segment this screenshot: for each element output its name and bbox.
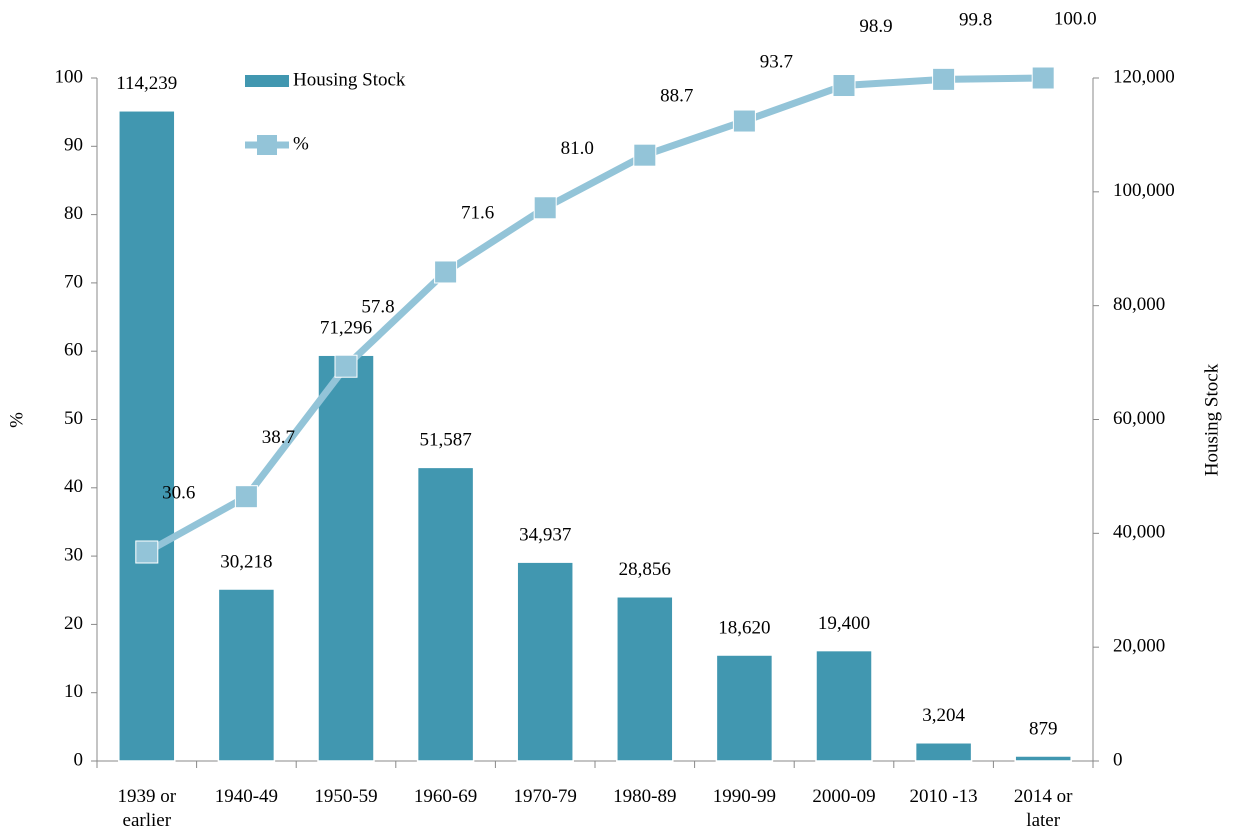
legend-label: Housing Stock	[293, 69, 406, 90]
bar-label: 51,587	[419, 430, 471, 451]
legend-swatch	[257, 135, 277, 155]
y2-tick-label: 20,000	[1113, 636, 1165, 657]
y2-tick-label: 120,000	[1113, 66, 1175, 87]
line-label: 99.8	[959, 10, 992, 31]
x-tick-label: 1990-99	[712, 786, 777, 807]
y-tick-label: 100	[55, 66, 84, 87]
x-tick-label: 1980-89	[613, 786, 677, 807]
x-tick-label: 1960-69	[413, 786, 478, 807]
y2-tick-label: 100,000	[1113, 180, 1175, 201]
line-label: 100.0	[1054, 8, 1097, 29]
line-marker	[234, 485, 258, 509]
x-tick-label: 2000-09	[812, 786, 876, 807]
line-label: 88.7	[660, 86, 693, 107]
legend-swatch	[245, 75, 289, 87]
line-label: 71.6	[461, 202, 494, 223]
bar-label: 18,620	[718, 617, 770, 638]
bar-label: 28,856	[619, 559, 671, 580]
bar	[914, 742, 973, 762]
line-marker	[434, 260, 458, 284]
bar-label: 30,218	[220, 551, 272, 572]
x-tick-label: 1940-49	[214, 786, 279, 807]
y-tick-label: 70	[64, 271, 83, 292]
bar	[715, 654, 774, 762]
y2-axis-title: Housing Stock	[1201, 363, 1222, 476]
bar	[217, 588, 276, 762]
x-tick-label: 1950-59	[314, 786, 378, 807]
y-tick-label: 50	[64, 408, 83, 429]
bar	[118, 110, 176, 762]
bar-label: 3,204	[922, 705, 965, 726]
x-tick-label: 2014 or later	[1013, 786, 1073, 831]
bar	[317, 354, 375, 762]
bar	[616, 596, 674, 762]
line-marker	[732, 109, 756, 133]
y-tick-label: 60	[64, 340, 83, 361]
y-tick-label: 10	[64, 681, 83, 702]
line-marker	[633, 143, 657, 167]
y-axis-title: %	[6, 412, 27, 428]
line-label: 81.0	[561, 138, 594, 159]
bar	[1014, 755, 1072, 762]
line-label: 57.8	[361, 297, 394, 318]
line-marker	[1031, 66, 1055, 90]
y2-tick-label: 0	[1113, 749, 1123, 770]
line-label: 98.9	[859, 16, 892, 37]
line-marker	[533, 196, 557, 220]
bar-label: 71,296	[320, 318, 372, 339]
bar	[516, 561, 574, 762]
x-tick-label: 2010 -13	[909, 786, 978, 807]
bar-label: 879	[1029, 718, 1058, 739]
y-tick-label: 90	[64, 135, 83, 156]
line-marker	[932, 67, 956, 91]
y2-tick-label: 40,000	[1113, 522, 1165, 543]
line-marker	[334, 354, 358, 378]
y2-tick-label: 80,000	[1113, 294, 1165, 315]
line-marker	[832, 74, 856, 98]
bar	[815, 649, 873, 762]
x-tick-label: 1939 or earlier	[117, 786, 177, 831]
line	[145, 74, 1044, 556]
line-label: 30.6	[162, 482, 195, 503]
legend-label: %	[293, 133, 309, 154]
y-tick-label: 30	[64, 544, 83, 565]
bar	[416, 466, 475, 762]
y-tick-label: 20	[64, 613, 83, 634]
y-tick-label: 0	[74, 749, 84, 770]
bar-label: 19,400	[818, 613, 870, 634]
line-marker	[135, 540, 159, 564]
y-tick-label: 80	[64, 203, 83, 224]
line-label: 93.7	[760, 51, 793, 72]
line-label: 38.7	[262, 427, 295, 448]
bar-label: 34,937	[519, 525, 571, 546]
y2-tick-label: 60,000	[1113, 408, 1165, 429]
x-tick-label: 1970-79	[513, 786, 577, 807]
bar-label: 114,239	[116, 73, 177, 94]
y-tick-label: 40	[64, 476, 83, 497]
